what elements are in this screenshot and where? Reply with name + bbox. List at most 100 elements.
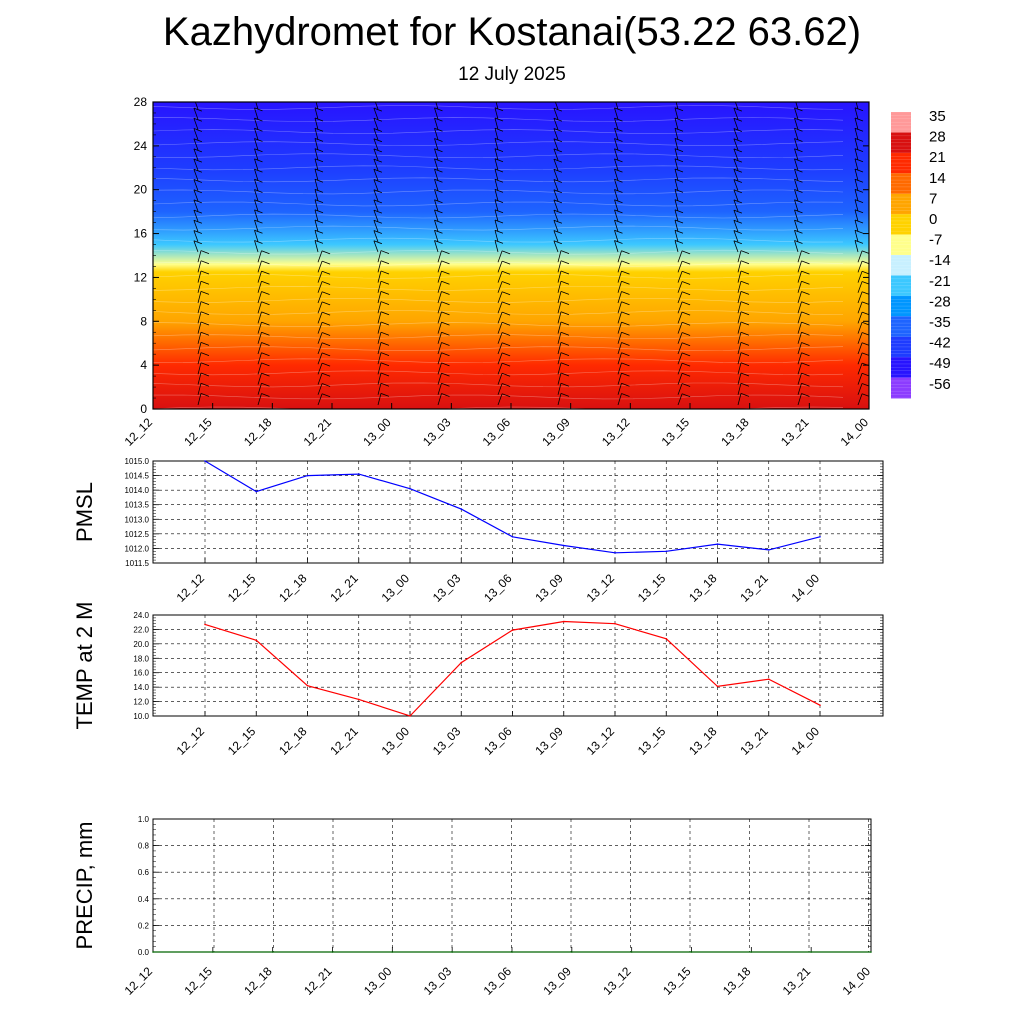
wind-barb-feather: [434, 189, 443, 193]
wind-barb-feather: [681, 291, 691, 296]
wind-barb-feather: [740, 352, 750, 356]
wind-barb-shaft: [857, 301, 863, 314]
wind-barb-feather: [921, 281, 929, 284]
data-point: [460, 661, 463, 664]
wind-barb-shaft: [254, 117, 259, 130]
wind-barb-feather: [621, 393, 630, 397]
wind-barb-shaft: [317, 301, 323, 314]
wind-barb-shaft: [373, 240, 379, 253]
wind-barb-shaft: [794, 189, 799, 202]
wind-barb-shaft: [553, 169, 559, 181]
wind-barb-feather: [314, 189, 324, 193]
wind-barb-feather: [501, 311, 511, 316]
data-point: [665, 550, 668, 553]
data-point: [212, 951, 214, 953]
wind-barb-feather: [794, 168, 803, 173]
wind-barb-feather: [494, 209, 504, 214]
wind-barb-feather: [553, 179, 563, 183]
wind-barb-feather: [374, 98, 382, 101]
wind-barb-feather: [740, 321, 750, 326]
wind-barb-feather: [321, 362, 331, 367]
wind-barb-feather: [441, 342, 450, 346]
wind-barb-shaft: [373, 148, 379, 161]
wind-barb-shaft: [614, 219, 619, 232]
wind-barb-shaft: [918, 261, 921, 273]
wind-barb-feather: [740, 382, 750, 387]
wind-barb-shaft: [553, 230, 559, 242]
wind-barb-shaft: [857, 311, 863, 324]
wind-barb-shaft: [614, 107, 619, 120]
wind-barb-feather: [494, 107, 504, 112]
x-tick-label: 13_03: [430, 724, 464, 758]
wind-barb-feather: [501, 301, 511, 306]
wind-barb-feather: [675, 98, 683, 101]
wind-barb-shaft: [495, 102, 499, 110]
wind-barb-feather: [794, 148, 803, 153]
wind-barb-shaft: [437, 281, 442, 293]
wind-barb-feather: [321, 342, 331, 347]
wind-barb-feather: [314, 158, 324, 163]
wind-barb-feather: [621, 352, 630, 357]
x-tick-label: 12_15: [181, 964, 215, 998]
panel-frame: [152, 818, 872, 953]
wind-barb-feather: [373, 230, 383, 234]
wind-barb-feather: [681, 321, 691, 326]
wind-barb-feather: [553, 240, 563, 245]
wind-barb-feather: [674, 158, 684, 163]
wind-barb-shaft: [918, 271, 921, 283]
wind-barb-shaft: [377, 281, 382, 293]
wind-barb-feather: [200, 260, 210, 265]
wind-barb-shaft: [494, 189, 499, 202]
x-tick-label: 13_06: [481, 571, 515, 605]
wind-barb-feather: [321, 332, 331, 336]
wind-barb-shaft: [317, 383, 323, 395]
data-point: [511, 629, 514, 631]
wind-barb-shaft: [794, 209, 799, 222]
wind-barb-shaft: [377, 321, 382, 334]
wind-barb-shaft: [674, 219, 679, 232]
wind-barb-shaft: [854, 158, 859, 171]
wind-barb-shaft: [677, 311, 683, 324]
data-point: [306, 474, 309, 477]
wind-barb-shaft: [434, 107, 439, 120]
wind-barb-shaft: [197, 321, 202, 334]
x-tick-label: 12_15: [181, 415, 215, 449]
wind-barb-feather: [794, 117, 803, 122]
wind-barb-shaft: [854, 138, 859, 151]
wind-barb-feather: [435, 98, 443, 101]
wind-barb-feather: [794, 127, 803, 132]
wind-barb-feather: [681, 311, 691, 316]
wind-barb-feather: [560, 291, 570, 295]
wind-barb-feather: [801, 291, 810, 295]
y-tick-label: 16.0: [133, 669, 149, 678]
y-tick-label: 20.0: [133, 640, 149, 649]
wind-barb-feather: [794, 199, 803, 204]
wind-barb-shaft: [377, 362, 382, 375]
isotherm-line: [153, 105, 844, 110]
data-point: [152, 951, 154, 953]
wind-barb-feather: [621, 260, 630, 265]
data-point: [563, 620, 565, 623]
x-tick-label: 13_00: [361, 964, 395, 998]
wind-barb-feather: [614, 127, 623, 132]
wind-barb-feather: [733, 179, 743, 183]
wind-barb-shaft: [854, 209, 859, 222]
wind-barb-shaft: [617, 270, 622, 283]
wind-barb-shaft: [914, 118, 918, 129]
wind-barb-shaft: [497, 301, 503, 314]
wind-barb-shaft: [314, 138, 319, 151]
data-point: [630, 951, 633, 953]
wind-barb-shaft: [794, 148, 799, 161]
wind-barb-feather: [914, 169, 922, 172]
y-tick-label: 1012.5: [125, 530, 150, 539]
wind-barb-shaft: [254, 189, 259, 202]
data-point: [716, 543, 719, 545]
data-point: [460, 508, 463, 510]
wind-barb-feather: [553, 219, 563, 224]
wind-barb-shaft: [557, 393, 562, 406]
wind-barb-feather: [681, 301, 691, 306]
wind-barb-shaft: [254, 158, 259, 171]
wind-barb-shaft: [617, 260, 622, 273]
wind-barb-feather: [674, 229, 684, 234]
